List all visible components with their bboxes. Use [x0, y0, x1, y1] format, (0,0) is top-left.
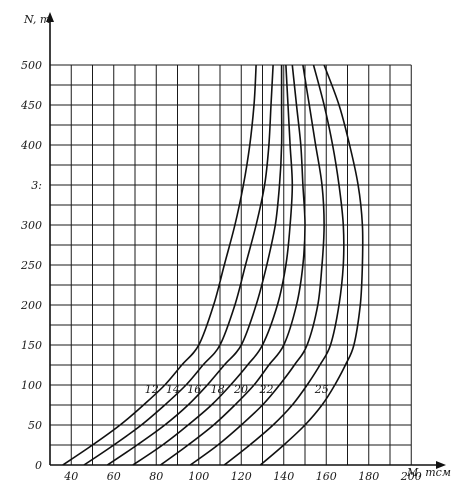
- series-line-unlabeled-6: [223, 64, 345, 466]
- series-line-20: [160, 64, 306, 466]
- x-tick-label: 160: [316, 470, 337, 483]
- x-tick-label: 200: [400, 470, 422, 483]
- y-tick-label: 0: [35, 459, 42, 472]
- series-lines: [62, 64, 364, 466]
- y-tick-label: 3:: [31, 179, 42, 192]
- y-axis-arrow-icon: [46, 12, 54, 22]
- x-axis-title: M, тсм: [406, 466, 451, 479]
- grid: [50, 64, 412, 465]
- series-label: 20: [233, 383, 248, 396]
- series-label: 16: [187, 383, 201, 396]
- x-tick-label: 60: [107, 470, 121, 483]
- y-tick-label: 500: [21, 59, 42, 72]
- series-line-14: [83, 64, 274, 466]
- x-tick-label: 100: [188, 470, 209, 483]
- x-axis-arrow-icon: [436, 461, 446, 469]
- series-label: 12: [145, 383, 159, 396]
- y-tick-label: 450: [20, 99, 42, 112]
- x-tick-label: 80: [149, 470, 163, 483]
- series-labels: 12 14 16 18 20 22 25: [145, 383, 329, 396]
- x-tick-label: 140: [273, 470, 294, 483]
- x-tick-label: 120: [231, 470, 252, 483]
- y-tick-label: 300: [21, 219, 42, 232]
- x-tick-label: 180: [358, 470, 379, 483]
- y-tick-label: 200: [20, 299, 42, 312]
- series-line-18: [132, 64, 294, 466]
- series-label: 25: [314, 383, 329, 396]
- series-line-25: [259, 64, 364, 466]
- y-tick-label: 50: [28, 419, 42, 432]
- y-tick-labels: 0 50 100 150 200 250 300 3: 400 450 500: [20, 59, 42, 472]
- series-label: 14: [166, 383, 180, 396]
- x-tick-label: 40: [63, 470, 78, 483]
- series-line-22: [189, 64, 325, 466]
- x-tick-labels: 40 60 80 100 120 140 160 180 200: [63, 470, 422, 483]
- series-line-16: [106, 65, 283, 466]
- series-line-12: [62, 64, 257, 466]
- y-axis-title: N, т: [23, 13, 50, 26]
- y-tick-label: 250: [20, 259, 42, 272]
- y-tick-label: 150: [21, 339, 42, 352]
- y-tick-label: 400: [20, 139, 42, 152]
- y-tick-label: 100: [21, 379, 42, 392]
- series-label: 22: [259, 383, 274, 396]
- series-label: 18: [211, 383, 225, 396]
- axes: [46, 12, 446, 469]
